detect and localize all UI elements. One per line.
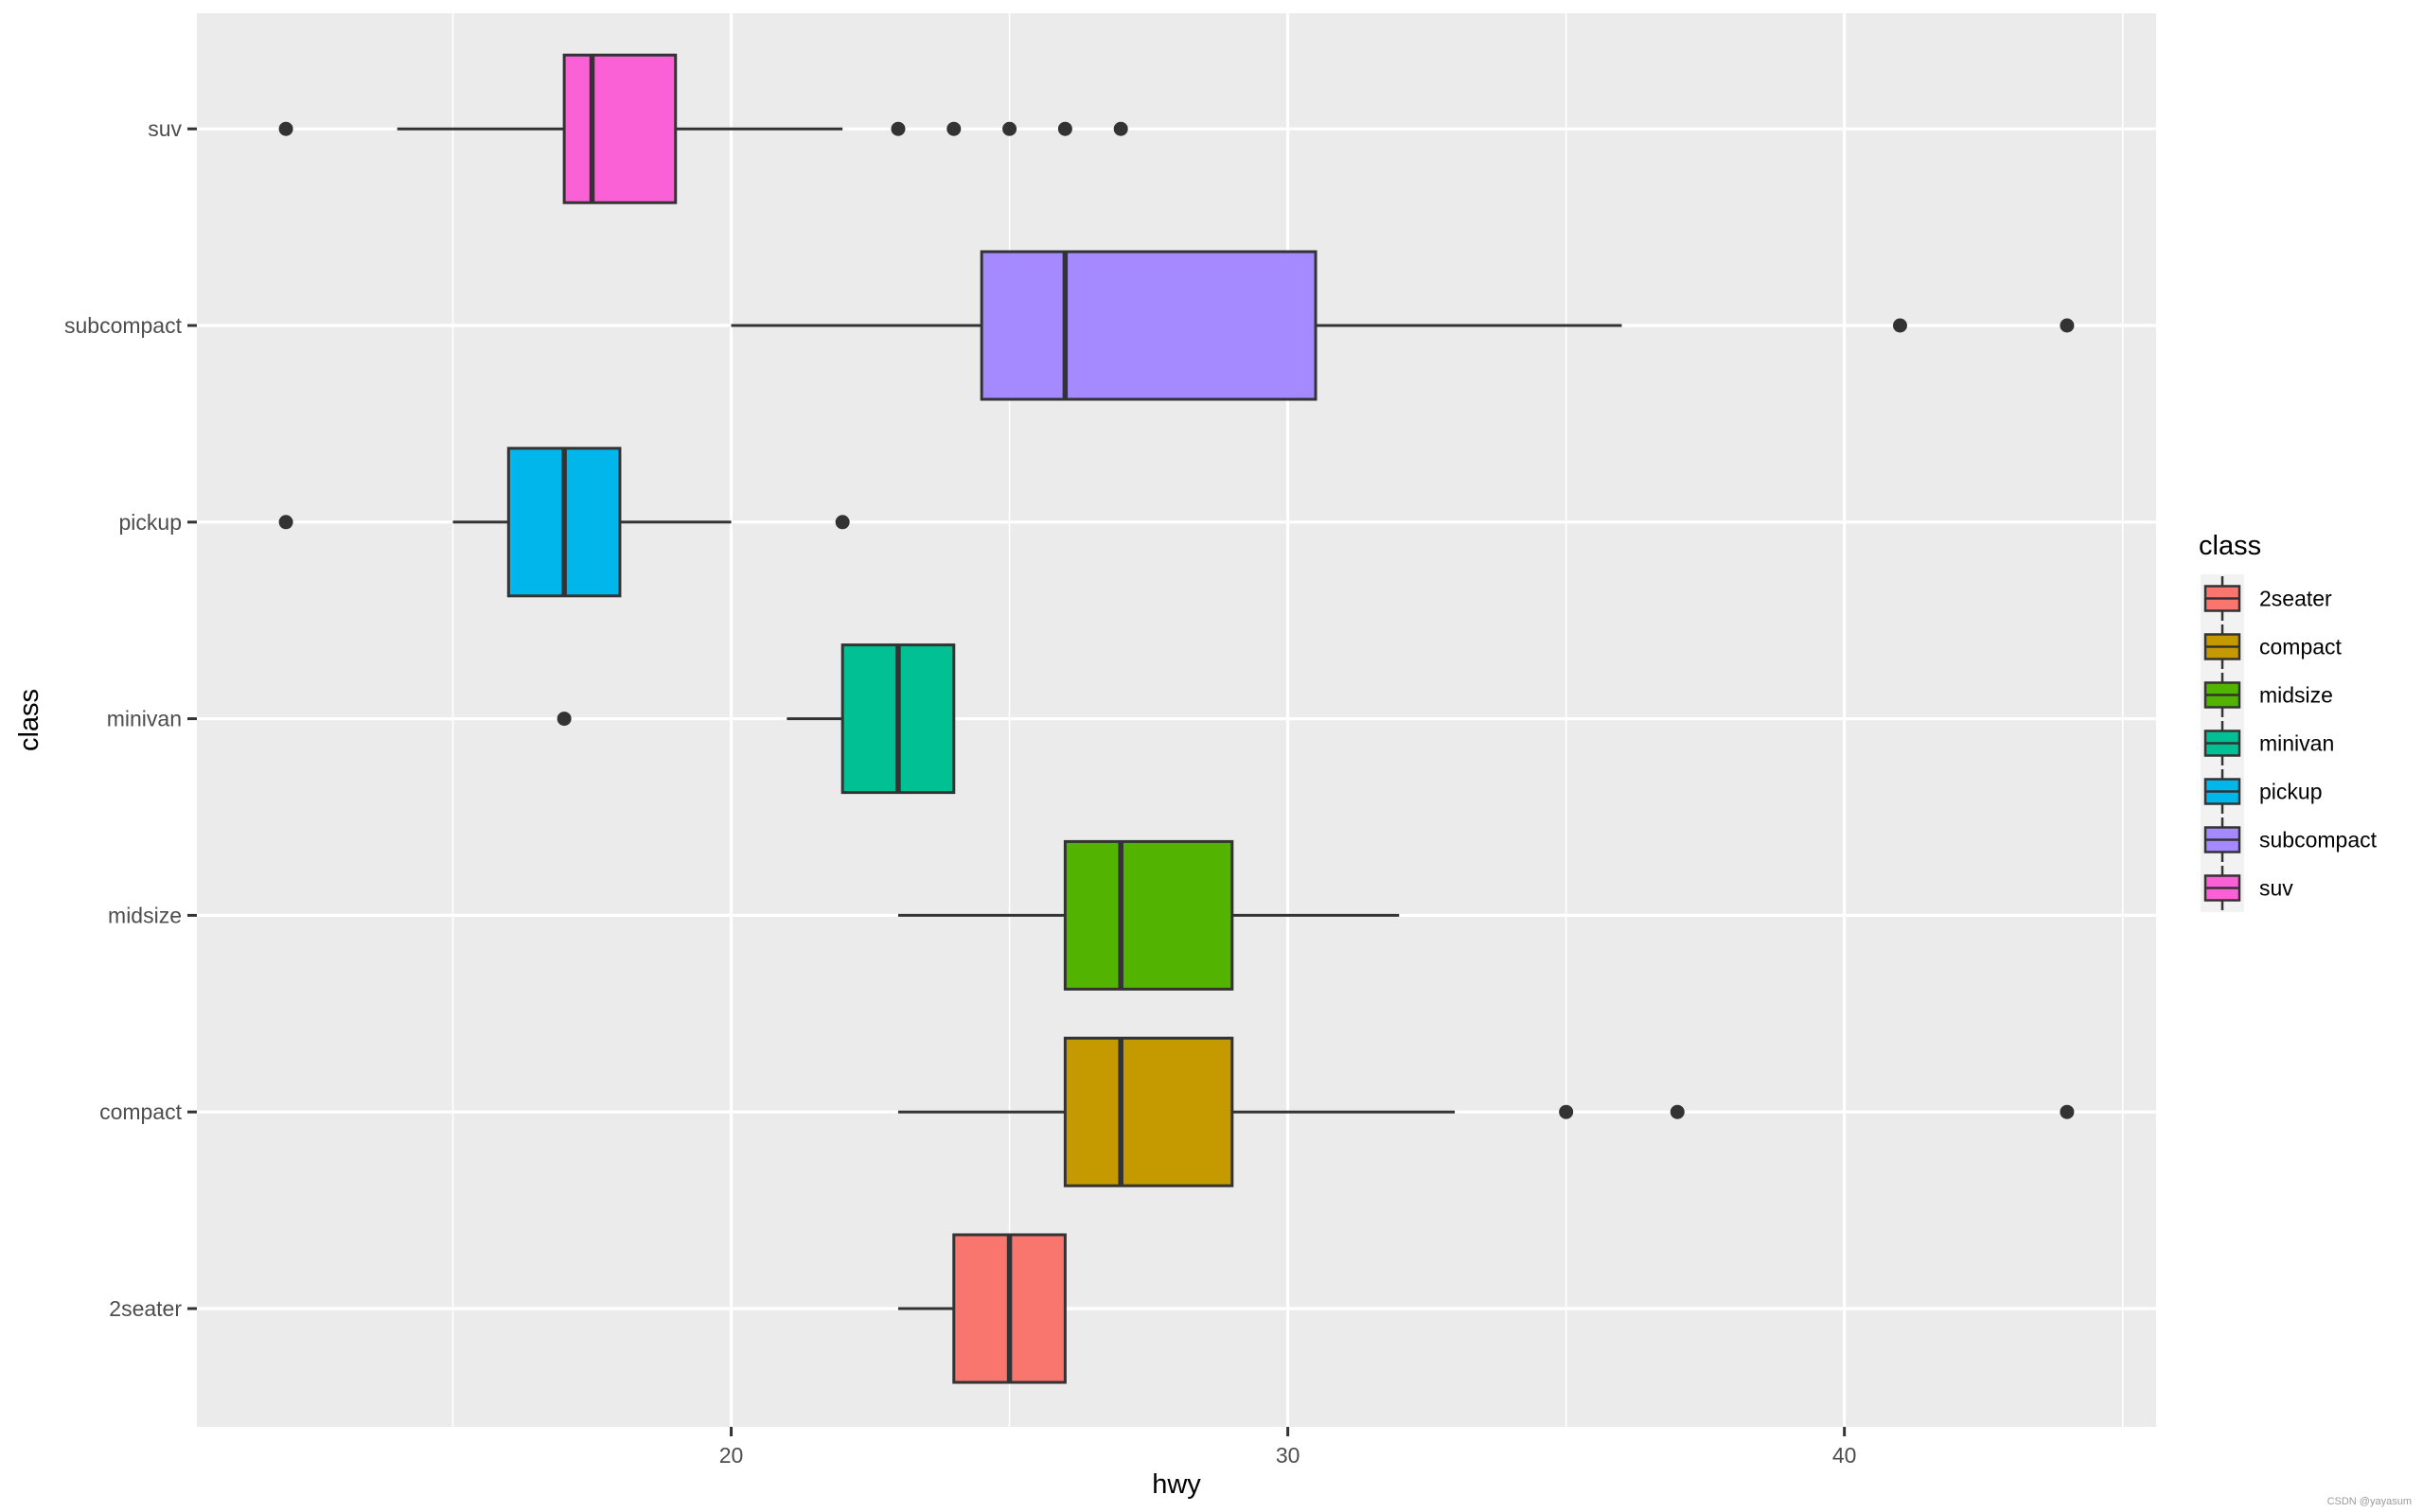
y-tick-label: compact	[99, 1099, 183, 1124]
legend-item-compact: compact	[2201, 623, 2343, 671]
outlier-point	[1057, 121, 1072, 136]
outlier-point	[1670, 1104, 1685, 1119]
legend-items: 2seater compact midsize minivan pickup subcom…	[2201, 574, 2378, 912]
legend-label: midsize	[2259, 683, 2333, 708]
legend-item-midsize: midsize	[2201, 671, 2333, 719]
legend-label: compact	[2259, 635, 2343, 659]
legend: class 2seater compact midsize minivan pickup…	[2199, 531, 2378, 912]
legend-label: minivan	[2259, 731, 2334, 756]
legend-label: subcompact	[2259, 828, 2378, 853]
box-compact	[897, 1036, 2075, 1187]
y-tick-label: pickup	[119, 510, 182, 535]
box-2seater	[897, 1233, 1067, 1384]
y-tick-label: subcompact	[64, 313, 183, 338]
outlier-point	[1559, 1104, 1574, 1119]
outlier-point	[2060, 318, 2075, 333]
box-pickup	[278, 447, 850, 598]
watermark: CSDN @yayasum	[2327, 1496, 2412, 1507]
iqr-box	[980, 250, 1318, 401]
legend-item-suv: suv	[2201, 864, 2293, 912]
outlier-point	[1892, 318, 1907, 333]
outlier-point	[946, 121, 962, 136]
y-tick-label: 2seater	[109, 1296, 182, 1321]
x-tick-label: 40	[1832, 1443, 1857, 1468]
outlier-point	[1113, 121, 1128, 136]
legend-item-subcompact: subcompact	[2201, 816, 2378, 864]
box-minivan	[557, 643, 956, 795]
outlier-point	[1002, 121, 1017, 136]
outlier-point	[557, 712, 572, 727]
x-axis-title: hwy	[1152, 1469, 1201, 1500]
outlier-point	[278, 515, 293, 530]
boxplot-series	[278, 53, 2075, 1384]
x-tick-label: 30	[1276, 1443, 1300, 1468]
box-subcompact	[731, 250, 2075, 401]
y-tick-label: minivan	[107, 707, 182, 731]
iqr-box	[562, 53, 678, 204]
legend-item-pickup: pickup	[2201, 767, 2322, 816]
legend-label: pickup	[2259, 780, 2322, 804]
iqr-box	[1063, 839, 1234, 991]
outlier-point	[835, 515, 850, 530]
box-suv	[278, 53, 1128, 204]
y-tick-label: suv	[148, 116, 182, 141]
outlier-point	[2060, 1104, 2075, 1119]
legend-title: class	[2199, 531, 2261, 561]
legend-label: 2seater	[2259, 587, 2332, 611]
outlier-point	[278, 121, 293, 136]
x-tick-label: 20	[719, 1443, 744, 1468]
outlier-point	[891, 121, 906, 136]
legend-item-2seater: 2seater	[2201, 574, 2332, 623]
legend-label: suv	[2259, 876, 2293, 901]
y-axis: 2seater compact midsize minivan pickup subcom…	[64, 116, 197, 1321]
x-axis: 20 30 40	[719, 1427, 1857, 1468]
box-midsize	[897, 839, 1400, 991]
legend-item-minivan: minivan	[2201, 719, 2334, 767]
iqr-box	[1063, 1036, 1234, 1187]
y-axis-title: class	[14, 689, 44, 751]
y-tick-label: midsize	[108, 903, 182, 927]
